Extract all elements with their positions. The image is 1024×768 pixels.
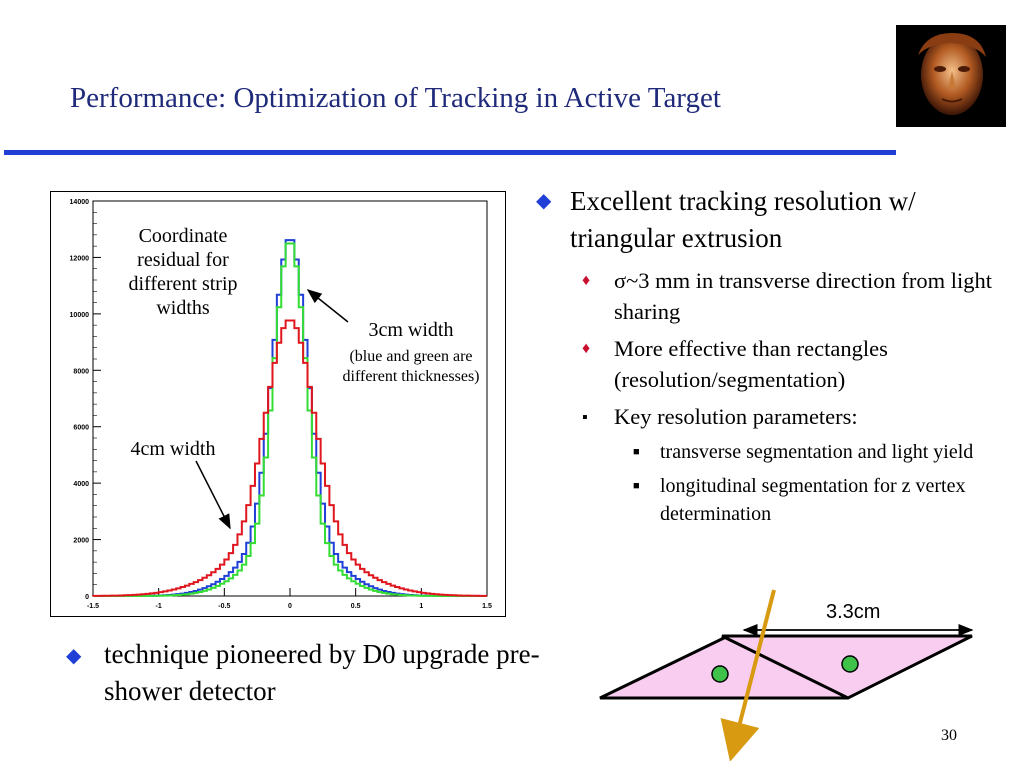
diamond-bullet-icon: ◆ — [536, 190, 552, 212]
triangular-strip-diagram: 3.3cm — [599, 589, 974, 761]
y-tick-label: 4000 — [73, 481, 89, 488]
bullet-text: More effective than rectangles (resoluti… — [614, 336, 888, 392]
square-bullet-icon: ■ — [633, 480, 640, 492]
residual-histogram-chart: 0 2000 4000 6000 8000 10000 12000 14000 -1.5 -1 -0… — [50, 191, 506, 617]
x-tick-label: 0 — [288, 603, 292, 610]
fiber-dot-right — [841, 655, 859, 673]
bullet-d0-technique: ◆ technique pioneered by D0 upgrade pre-… — [66, 636, 544, 710]
particle-track-arrow — [720, 589, 776, 761]
y-tick-label: 14000 — [70, 199, 90, 206]
y-tick-label: 6000 — [73, 425, 89, 432]
width-label: 3.3cm — [826, 601, 880, 623]
page-number: 30 — [941, 727, 957, 744]
bullet-longitudinal-segmentation: ■ longitudinal segmentation for z vertex… — [536, 472, 1006, 528]
x-tick-label: -0.5 — [218, 603, 230, 610]
x-tick-label: -1 — [156, 603, 162, 610]
square-bullet-icon: ■ — [633, 446, 640, 458]
bullet-text: technique pioneered by D0 upgrade pre-sh… — [104, 639, 540, 706]
y-tick-label: 10000 — [70, 312, 90, 319]
x-tick-label: -1.5 — [87, 603, 99, 610]
three-cm-width-label: 3cm width — [368, 319, 454, 341]
bullet-excellent-tracking: ◆ Excellent tracking resolution w/ trian… — [536, 183, 1006, 257]
y-tick-label: 12000 — [70, 255, 90, 262]
y-tick-label: 8000 — [73, 368, 89, 375]
four-cm-width-label: 4cm width — [130, 438, 216, 460]
x-tick-label: 1.5 — [482, 603, 492, 610]
title-divider — [4, 150, 896, 155]
bullet-text: Excellent tracking resolution w/ triangu… — [570, 186, 916, 253]
bullet-text: Key resolution parameters: — [614, 404, 858, 429]
square-bullet-icon: ▪ — [582, 409, 588, 426]
y-tick-label: 0 — [85, 594, 89, 601]
bullet-text: longitudinal segmentation for z vertex d… — [660, 475, 966, 525]
histogram-series — [93, 242, 487, 597]
y-tick-label: 2000 — [73, 538, 89, 545]
bullet-more-effective: ♦ More effective than rectangles (resolu… — [536, 333, 1006, 395]
three-cm-note: (blue and green are different thicknesse… — [342, 348, 480, 385]
slide-title: Performance: Optimization of Tracking in… — [70, 82, 721, 114]
fiber-dot-left — [711, 665, 729, 683]
right-bullet-list: ◆ Excellent tracking resolution w/ trian… — [536, 183, 1006, 528]
bullet-text: transverse segmentation and light yield — [660, 441, 974, 463]
diamond-bullet-icon: ♦ — [582, 272, 591, 289]
x-tick-label: 1 — [419, 603, 423, 610]
diamond-bullet-icon: ♦ — [582, 340, 591, 357]
bullet-sigma-resolution: ♦ σ~3 mm in transverse direction from li… — [536, 265, 1006, 327]
bullet-text: σ~3 mm in transverse direction from ligh… — [614, 268, 992, 324]
x-tick-label: 0.5 — [351, 603, 361, 610]
bullet-key-parameters: ▪ Key resolution parameters: — [536, 401, 1006, 432]
diamond-bullet-icon: ◆ — [66, 645, 82, 667]
histogram-series — [92, 319, 487, 597]
coordinate-residual-label: Coordinate residual for different strip … — [128, 225, 238, 319]
sculpture-face-icon — [896, 25, 1006, 127]
bullet-transverse-segmentation: ■ transverse segmentation and light yiel… — [536, 438, 1006, 466]
histogram-plot: 0 2000 4000 6000 8000 10000 12000 14000 -1.5 -1 -0… — [70, 199, 492, 610]
